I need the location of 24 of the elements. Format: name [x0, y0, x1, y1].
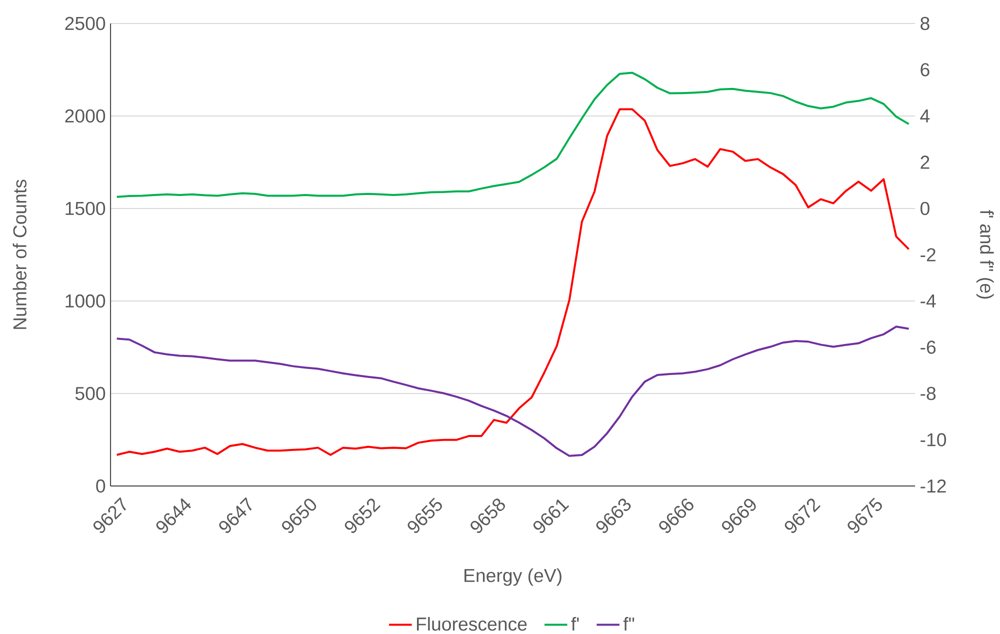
y2-tick-label: -12: [920, 479, 946, 492]
line-series: [116, 108, 910, 456]
y2-tick-label: -8: [920, 386, 936, 400]
y2-axis-title: f' and f" (e): [976, 210, 994, 299]
y2-tick-label: -10: [920, 433, 946, 446]
x-axis-title: Energy (eV): [464, 568, 562, 586]
y-tick-label: 500: [75, 386, 106, 400]
y-tick-label: 2500: [65, 16, 106, 30]
y2-tick-label: 8: [920, 16, 930, 30]
y2-tick-label: -4: [920, 294, 936, 308]
y2-tick-label: 0: [920, 202, 930, 216]
y2-tick-label: 4: [920, 110, 930, 122]
y-tick-label: 0: [96, 479, 106, 493]
y2-tick-label: 2: [920, 156, 930, 169]
legend-label: f": [623, 616, 634, 630]
legend-label: f': [571, 616, 579, 630]
y-tick-label: 1500: [66, 202, 106, 216]
y2-tick-label: -2: [920, 248, 936, 262]
legend-label: Fluorescence: [416, 616, 527, 631]
y-axis-title: Number of Counts: [12, 180, 26, 329]
y2-tick-label: -6: [920, 340, 936, 354]
y-tick-label: 2000: [65, 109, 106, 123]
y2-tick-label: 6: [920, 63, 930, 76]
y-tick-label: 1000: [66, 294, 106, 308]
